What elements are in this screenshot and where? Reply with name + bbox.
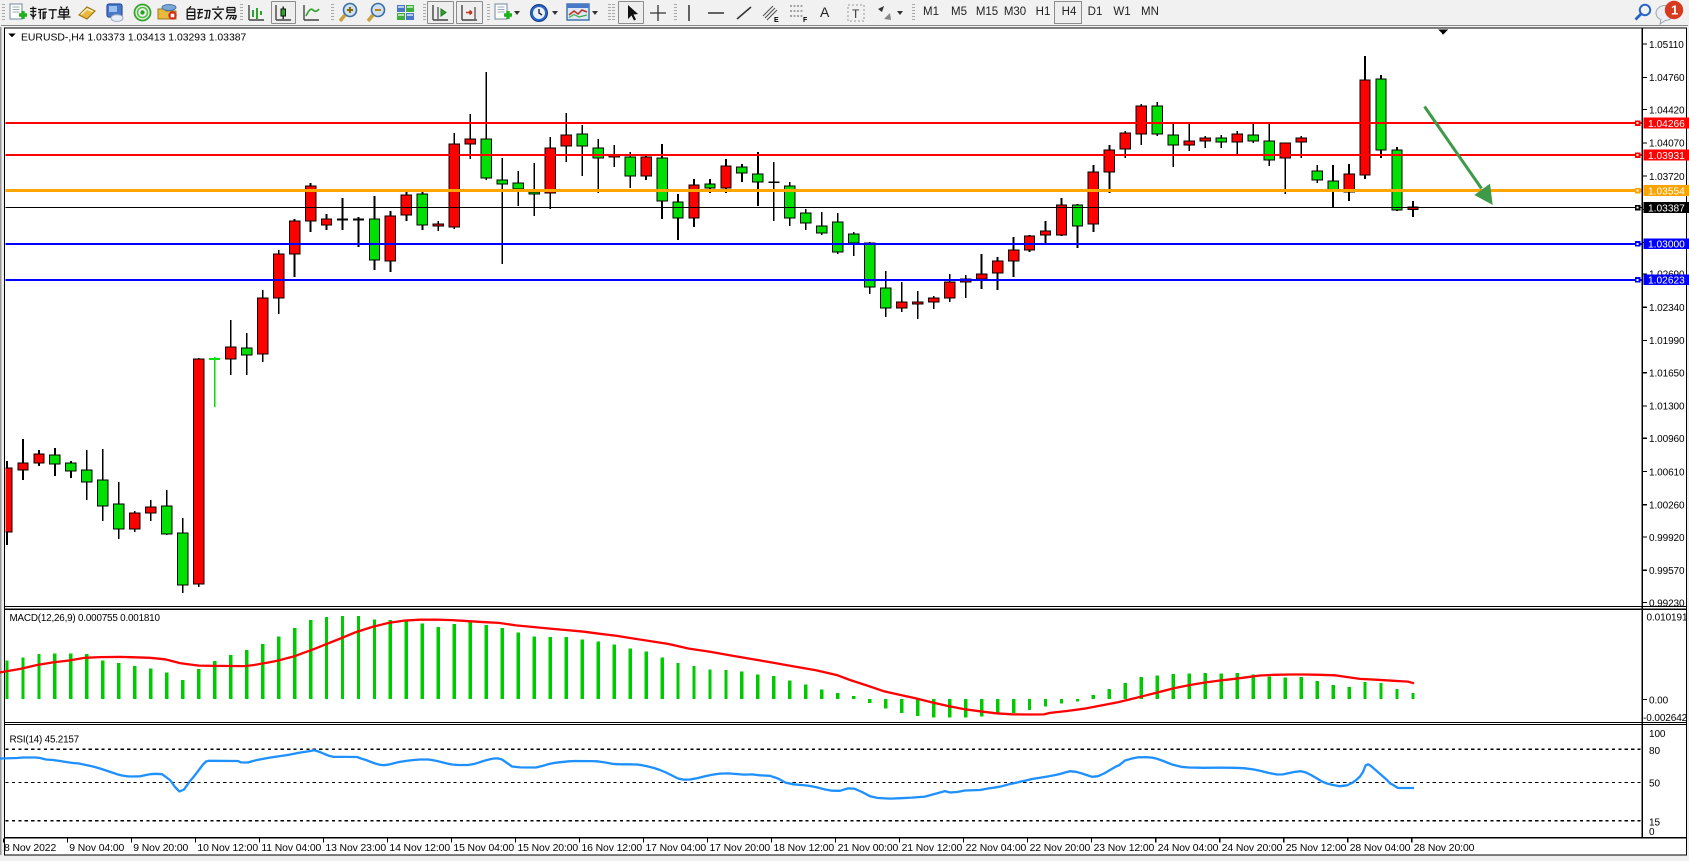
svg-text:14 Nov 12:00: 14 Nov 12:00 xyxy=(389,843,450,854)
svg-text:28 Nov 04:00: 28 Nov 04:00 xyxy=(1350,843,1411,854)
svg-text:1.01300: 1.01300 xyxy=(1649,402,1685,413)
svg-text:EURUSD-,H4 1.03373 1.03413 1.: EURUSD-,H4 1.03373 1.03413 1.03293 1.033… xyxy=(21,33,247,44)
svg-text:11 Nov 04:00: 11 Nov 04:00 xyxy=(261,843,321,854)
svg-text:50: 50 xyxy=(1649,778,1660,789)
svg-text:0.99230: 0.99230 xyxy=(1649,598,1685,609)
svg-text:1.03931: 1.03931 xyxy=(1648,151,1685,162)
svg-text:0.99920: 0.99920 xyxy=(1649,533,1685,544)
svg-text:18 Nov 12:00: 18 Nov 12:00 xyxy=(774,843,835,854)
svg-text:1.03387: 1.03387 xyxy=(1648,204,1685,215)
svg-text:21 Nov 00:00: 21 Nov 00:00 xyxy=(838,843,899,854)
svg-text:1.00960: 1.00960 xyxy=(1649,434,1685,445)
svg-text:15: 15 xyxy=(1649,818,1660,829)
svg-text:0: 0 xyxy=(1649,827,1655,838)
svg-text:1.02340: 1.02340 xyxy=(1649,303,1685,314)
svg-text:E: E xyxy=(774,17,779,24)
svg-text:1.03554: 1.03554 xyxy=(1648,186,1685,197)
svg-text:17 Nov 04:00: 17 Nov 04:00 xyxy=(646,843,707,854)
svg-text:1.03720: 1.03720 xyxy=(1649,172,1685,183)
svg-text:1.02623: 1.02623 xyxy=(1648,276,1685,287)
svg-text:13 Nov 23:00: 13 Nov 23:00 xyxy=(325,843,386,854)
svg-text:1.05110: 1.05110 xyxy=(1649,40,1684,51)
svg-text:1: 1 xyxy=(1671,3,1678,18)
svg-text:RSI(14) 45.2157: RSI(14) 45.2157 xyxy=(10,735,79,746)
svg-text:F: F xyxy=(803,17,808,24)
svg-text:1.01990: 1.01990 xyxy=(1649,336,1685,347)
svg-text:24 Nov 04:00: 24 Nov 04:00 xyxy=(1158,843,1219,854)
svg-text:1.04420: 1.04420 xyxy=(1649,105,1685,116)
svg-text:0.010191: 0.010191 xyxy=(1647,612,1688,623)
svg-text:9 Nov 20:00: 9 Nov 20:00 xyxy=(133,843,188,854)
svg-text:MACD(12,26,9) 0.000755 0.00181: MACD(12,26,9) 0.000755 0.001810 xyxy=(10,613,161,624)
svg-text:15 Nov 04:00: 15 Nov 04:00 xyxy=(453,843,514,854)
svg-text:0.99570: 0.99570 xyxy=(1649,566,1685,577)
svg-text:17 Nov 20:00: 17 Nov 20:00 xyxy=(710,843,771,854)
svg-text:28 Nov 20:00: 28 Nov 20:00 xyxy=(1414,843,1475,854)
svg-text:1.04266: 1.04266 xyxy=(1648,119,1685,130)
svg-text:25 Nov 12:00: 25 Nov 12:00 xyxy=(1286,843,1347,854)
svg-text:80: 80 xyxy=(1649,746,1660,757)
svg-text:-0.002642: -0.002642 xyxy=(1643,713,1688,724)
svg-text:8 Nov 2022: 8 Nov 2022 xyxy=(4,843,56,854)
svg-text:T: T xyxy=(852,7,860,21)
svg-text:15 Nov 20:00: 15 Nov 20:00 xyxy=(518,843,579,854)
svg-text:1.04760: 1.04760 xyxy=(1649,73,1685,84)
svg-text:9 Nov 04:00: 9 Nov 04:00 xyxy=(69,843,124,854)
svg-text:1.01650: 1.01650 xyxy=(1649,369,1685,380)
svg-text:24 Nov 20:00: 24 Nov 20:00 xyxy=(1222,843,1283,854)
svg-text:1.03000: 1.03000 xyxy=(1648,240,1685,251)
svg-text:22 Nov 04:00: 22 Nov 04:00 xyxy=(966,843,1027,854)
svg-text:16 Nov 12:00: 16 Nov 12:00 xyxy=(582,843,643,854)
svg-text:21 Nov 12:00: 21 Nov 12:00 xyxy=(902,843,963,854)
svg-text:1.00260: 1.00260 xyxy=(1649,501,1685,512)
svg-text:0.00: 0.00 xyxy=(1649,695,1669,706)
svg-text:22 Nov 20:00: 22 Nov 20:00 xyxy=(1030,843,1091,854)
svg-text:1.04070: 1.04070 xyxy=(1649,139,1685,150)
svg-text:23 Nov 12:00: 23 Nov 12:00 xyxy=(1094,843,1155,854)
svg-text:100: 100 xyxy=(1649,729,1666,740)
svg-text:1.00610: 1.00610 xyxy=(1649,467,1685,478)
svg-text:10 Nov 12:00: 10 Nov 12:00 xyxy=(197,843,258,854)
